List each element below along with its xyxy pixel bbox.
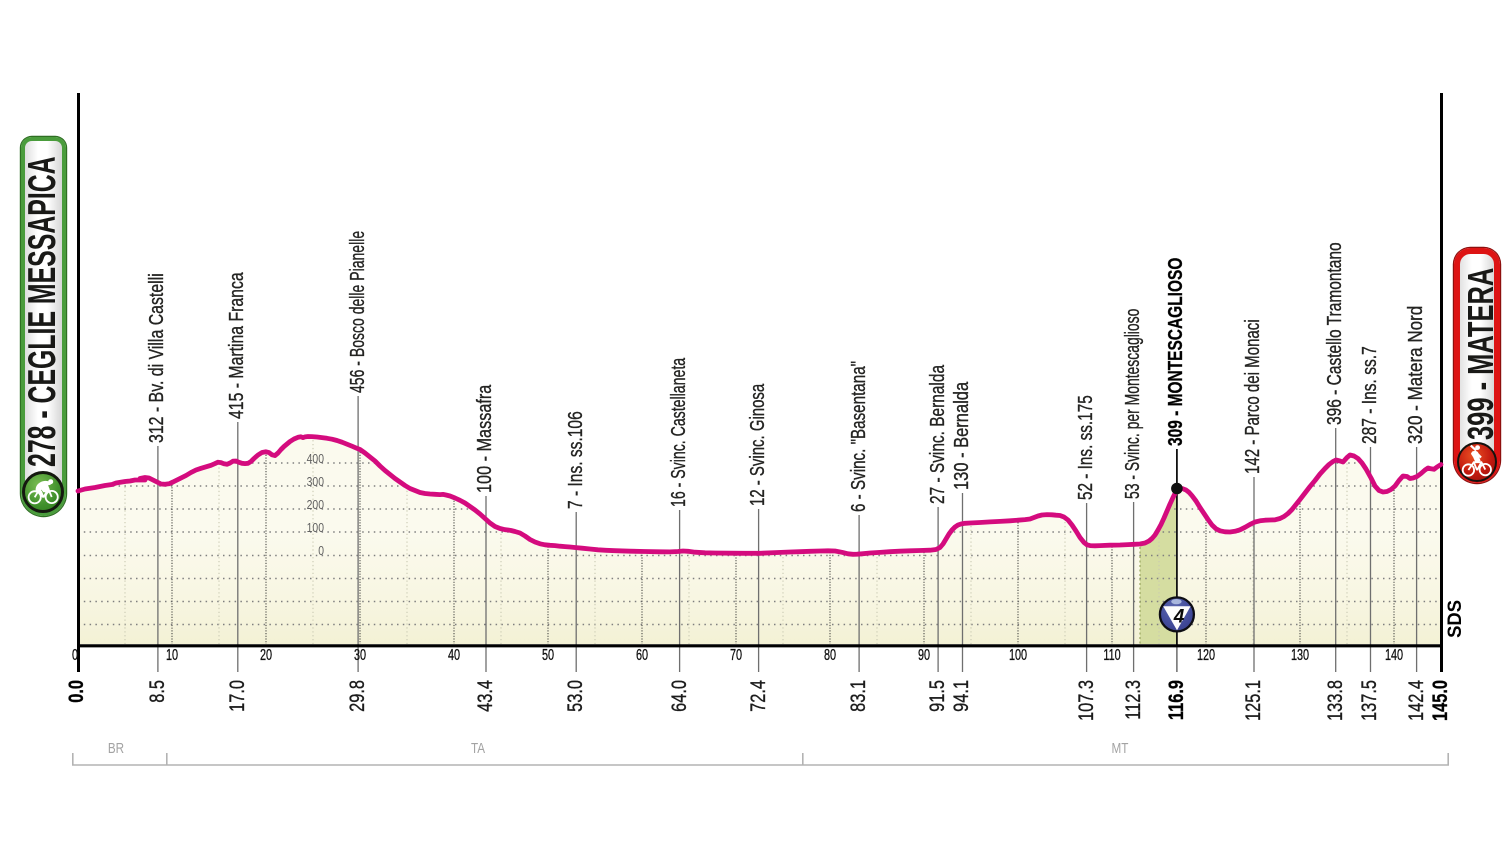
- svg-text:4: 4: [1173, 606, 1185, 627]
